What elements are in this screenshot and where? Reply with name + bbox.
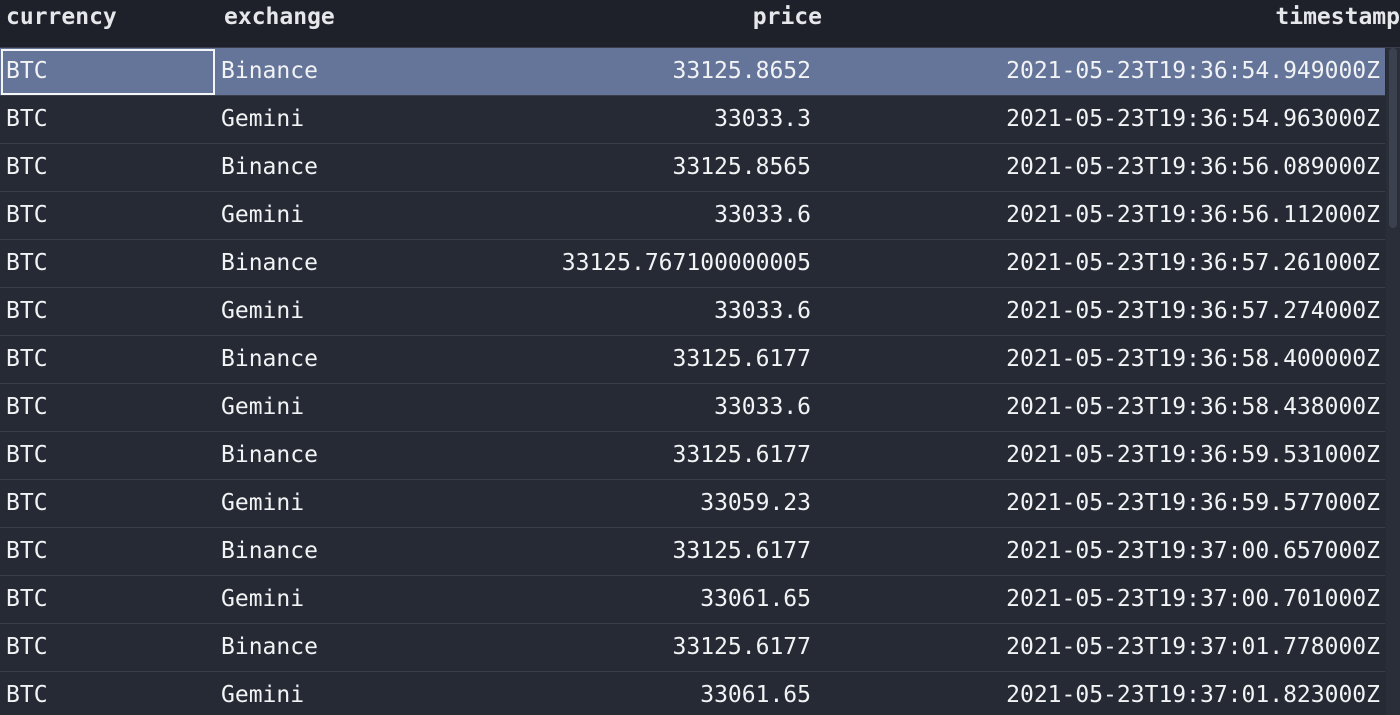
cell-timestamp[interactable]: 2021-05-23T19:36:56.112000Z [1006, 202, 1380, 228]
table-row[interactable]: BTC Binance 33125.6177 2021-05-23T19:37:00.… [0, 528, 1385, 576]
cell-currency[interactable]: BTC [6, 442, 48, 468]
cell-currency[interactable]: BTC [6, 538, 48, 564]
cell-exchange[interactable]: Gemini [221, 202, 305, 228]
cell-currency[interactable]: BTC [6, 490, 48, 516]
cell-timestamp[interactable]: 2021-05-23T19:36:56.089000Z [1006, 154, 1380, 180]
cell-timestamp[interactable]: 2021-05-23T19:36:54.949000Z [1006, 58, 1380, 84]
table-row[interactable]: BTC Binance 33125.6177 2021-05-23T19:36:58.… [0, 336, 1385, 384]
cell-timestamp[interactable]: 2021-05-23T19:37:00.701000Z [1006, 586, 1380, 612]
cell-price[interactable]: 33033.6 [714, 202, 811, 228]
cell-timestamp[interactable]: 2021-05-23T19:36:59.531000Z [1006, 442, 1380, 468]
table-row[interactable]: BTC Gemini 33033.6 2021-05-23T19:36:57.2740… [0, 288, 1385, 336]
cell-currency[interactable]: BTC [6, 394, 48, 420]
table-row[interactable]: BTC Gemini 33059.23 2021-05-23T19:36:59.577… [0, 480, 1385, 528]
cell-price[interactable]: 33125.6177 [672, 634, 811, 660]
cell-price[interactable]: 33033.6 [714, 298, 811, 324]
cell-exchange[interactable]: Binance [221, 58, 318, 84]
scrollbar-thumb[interactable] [1389, 48, 1397, 228]
cell-cursor [1, 49, 215, 95]
cell-timestamp[interactable]: 2021-05-23T19:36:54.963000Z [1006, 106, 1380, 132]
cell-price[interactable]: 33033.3 [714, 106, 811, 132]
cell-currency[interactable]: BTC [6, 586, 48, 612]
cell-price[interactable]: 33125.6177 [672, 538, 811, 564]
cell-timestamp[interactable]: 2021-05-23T19:36:58.400000Z [1006, 346, 1380, 372]
cell-price[interactable]: 33033.6 [714, 394, 811, 420]
cell-exchange[interactable]: Binance [221, 346, 318, 372]
cell-currency[interactable]: BTC [6, 346, 48, 372]
table-row[interactable]: BTC Gemini 33061.65 2021-05-23T19:37:00.701… [0, 576, 1385, 624]
cell-currency[interactable]: BTC [6, 682, 48, 708]
column-header-timestamp[interactable]: timestamp [1275, 4, 1400, 30]
cell-timestamp[interactable]: 2021-05-23T19:37:01.778000Z [1006, 634, 1380, 660]
cell-price[interactable]: 33061.65 [700, 682, 811, 708]
cell-currency[interactable]: BTC [6, 58, 48, 84]
cell-timestamp[interactable]: 2021-05-23T19:37:01.823000Z [1006, 682, 1380, 708]
cell-price[interactable]: 33125.767100000005 [561, 250, 811, 276]
cell-price[interactable]: 33125.8565 [672, 154, 811, 180]
cell-exchange[interactable]: Binance [221, 634, 318, 660]
column-header-price[interactable]: price [752, 4, 822, 30]
cell-exchange[interactable]: Gemini [221, 586, 305, 612]
cell-price[interactable]: 33125.6177 [672, 442, 811, 468]
cell-currency[interactable]: BTC [6, 202, 48, 228]
table-header: currency exchange price timestamp [0, 0, 1400, 48]
cell-exchange[interactable]: Binance [221, 538, 318, 564]
cell-exchange[interactable]: Binance [221, 250, 318, 276]
table-row[interactable]: BTC Binance 33125.767100000005 2021-05-23T1… [0, 240, 1385, 288]
column-header-currency[interactable]: currency [6, 4, 117, 30]
table-row[interactable]: BTC Gemini 33033.6 2021-05-23T19:36:58.4380… [0, 384, 1385, 432]
table-row[interactable]: BTC Binance 33125.8652 2021-05-23T19:36:54.… [0, 48, 1385, 96]
vertical-scrollbar[interactable] [1386, 48, 1400, 715]
cell-currency[interactable]: BTC [6, 106, 48, 132]
table-row[interactable]: BTC Binance 33125.8565 2021-05-23T19:36:56.… [0, 144, 1385, 192]
table-row[interactable]: BTC Gemini 33061.65 2021-05-23T19:37:01.823… [0, 672, 1385, 715]
cell-currency[interactable]: BTC [6, 250, 48, 276]
cell-price[interactable]: 33059.23 [700, 490, 811, 516]
table-row[interactable]: BTC Binance 33125.6177 2021-05-23T19:37:01.… [0, 624, 1385, 672]
cell-timestamp[interactable]: 2021-05-23T19:36:59.577000Z [1006, 490, 1380, 516]
cell-exchange[interactable]: Gemini [221, 394, 305, 420]
cell-exchange[interactable]: Binance [221, 442, 318, 468]
cell-exchange[interactable]: Gemini [221, 106, 305, 132]
cell-currency[interactable]: BTC [6, 634, 48, 660]
cell-timestamp[interactable]: 2021-05-23T19:36:57.274000Z [1006, 298, 1380, 324]
cell-price[interactable]: 33125.8652 [672, 58, 811, 84]
table-row[interactable]: BTC Gemini 33033.3 2021-05-23T19:36:54.9630… [0, 96, 1385, 144]
column-header-exchange[interactable]: exchange [224, 4, 335, 30]
cell-exchange[interactable]: Binance [221, 154, 318, 180]
cell-timestamp[interactable]: 2021-05-23T19:36:57.261000Z [1006, 250, 1380, 276]
cell-timestamp[interactable]: 2021-05-23T19:36:58.438000Z [1006, 394, 1380, 420]
table-row[interactable]: BTC Gemini 33033.6 2021-05-23T19:36:56.1120… [0, 192, 1385, 240]
cell-price[interactable]: 33125.6177 [672, 346, 811, 372]
table-body: BTC Binance 33125.8652 2021-05-23T19:36:54.… [0, 48, 1385, 715]
cell-price[interactable]: 33061.65 [700, 586, 811, 612]
cell-exchange[interactable]: Gemini [221, 298, 305, 324]
cell-currency[interactable]: BTC [6, 298, 48, 324]
cell-exchange[interactable]: Gemini [221, 682, 305, 708]
cell-timestamp[interactable]: 2021-05-23T19:37:00.657000Z [1006, 538, 1380, 564]
table-row[interactable]: BTC Binance 33125.6177 2021-05-23T19:36:59.… [0, 432, 1385, 480]
cell-currency[interactable]: BTC [6, 154, 48, 180]
cell-exchange[interactable]: Gemini [221, 490, 305, 516]
